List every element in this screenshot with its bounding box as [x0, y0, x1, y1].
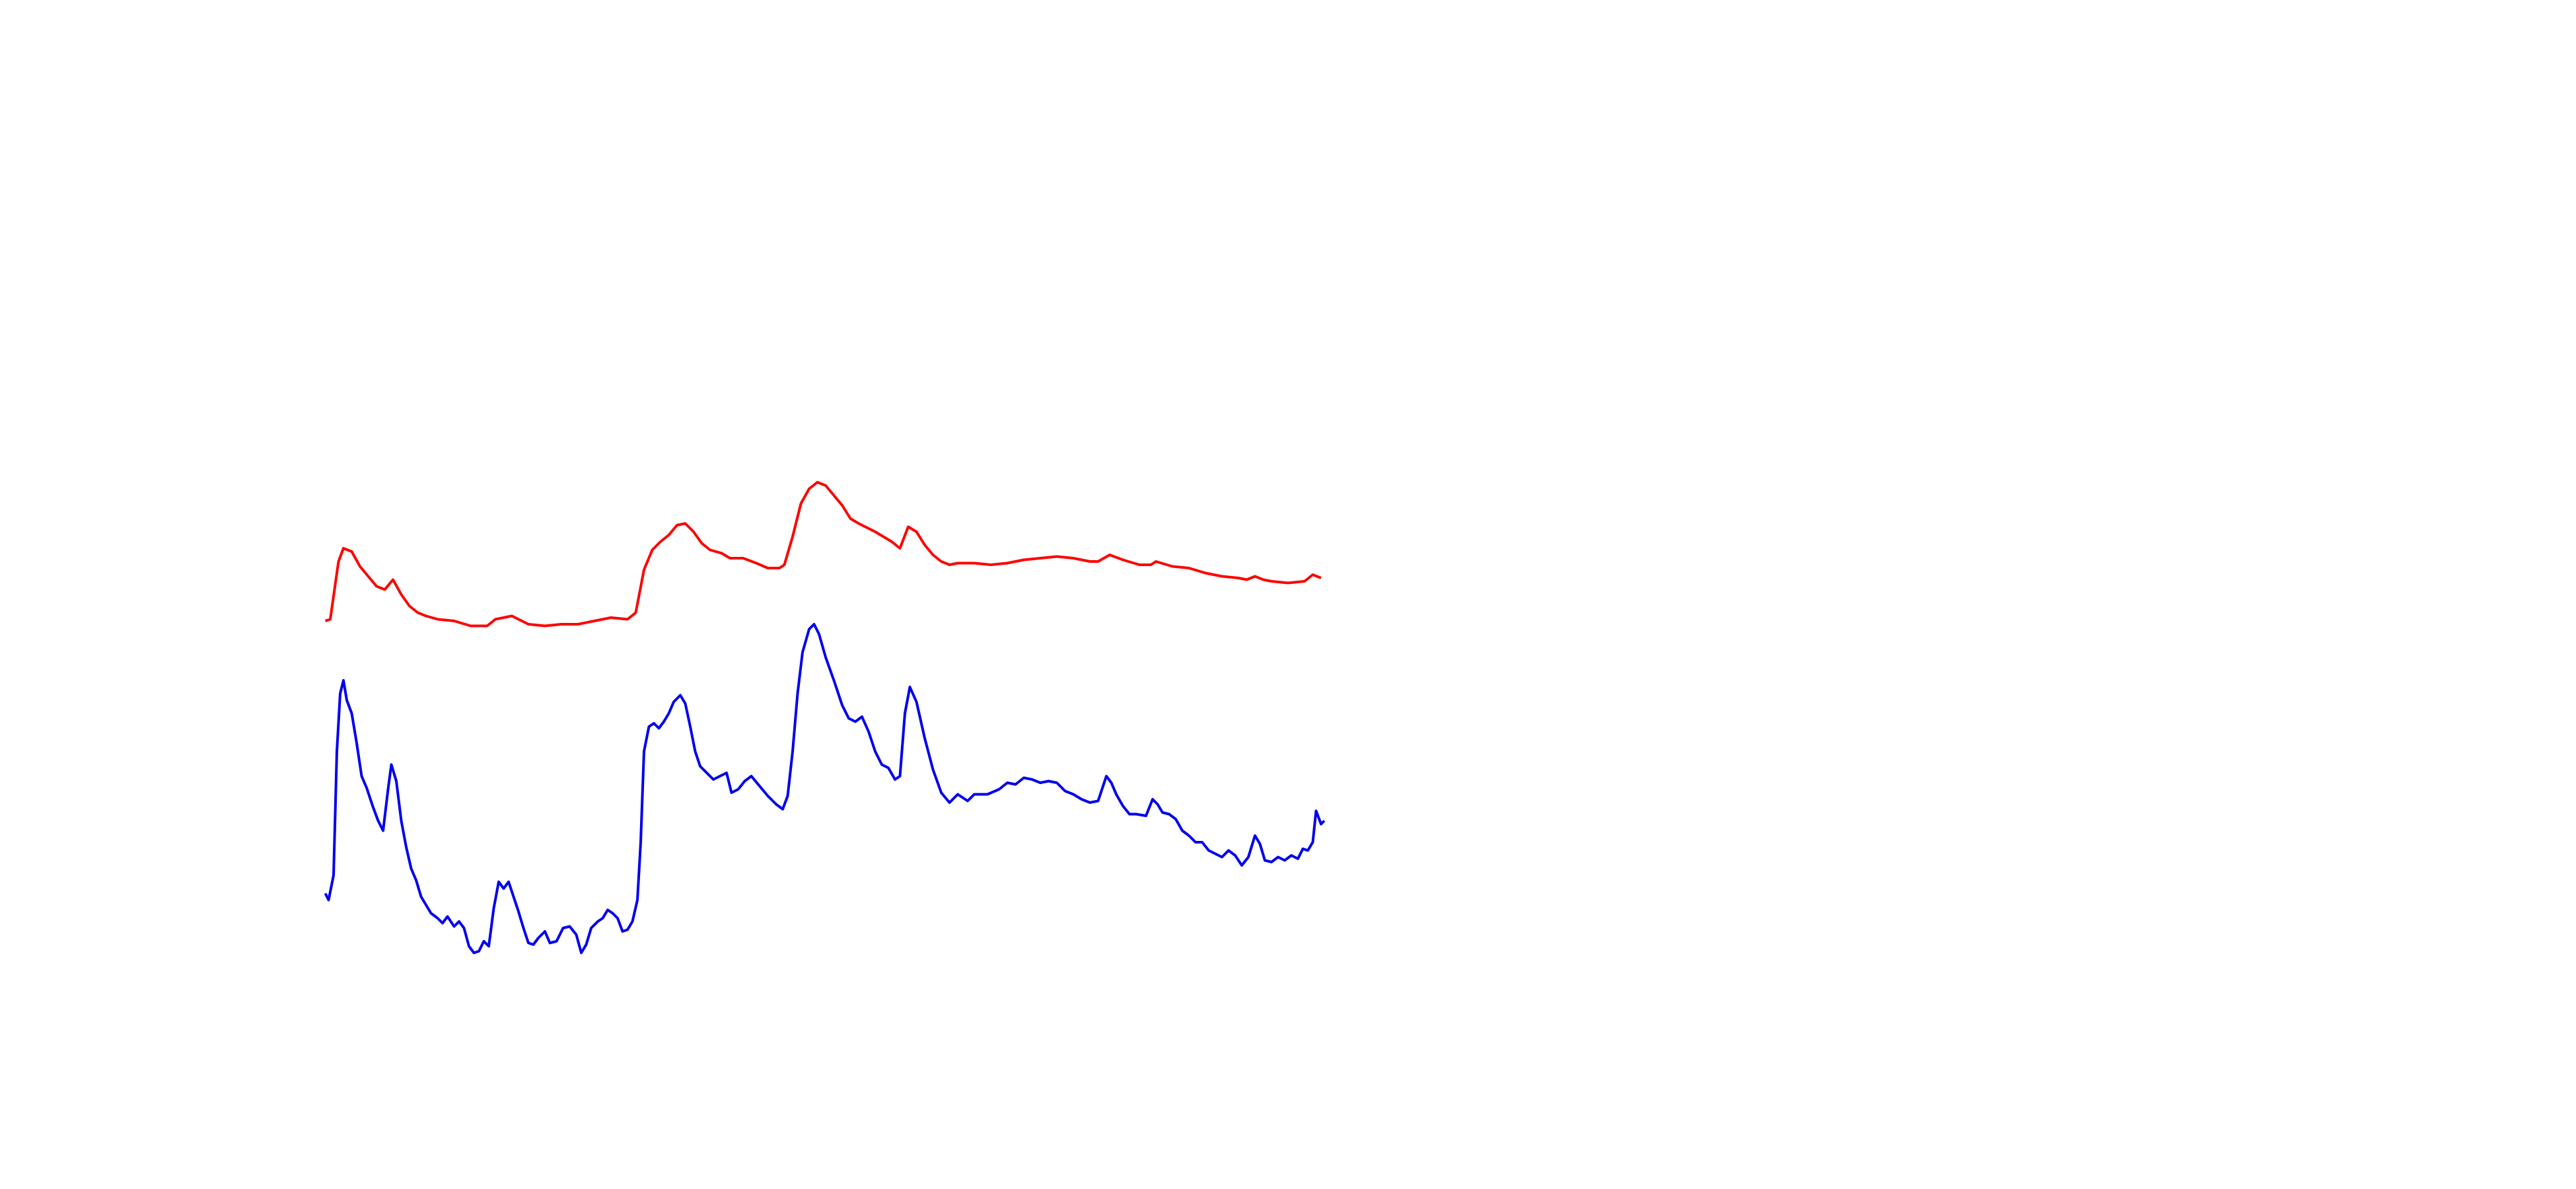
line-series	[324, 481, 1322, 628]
line-series	[324, 623, 1326, 955]
